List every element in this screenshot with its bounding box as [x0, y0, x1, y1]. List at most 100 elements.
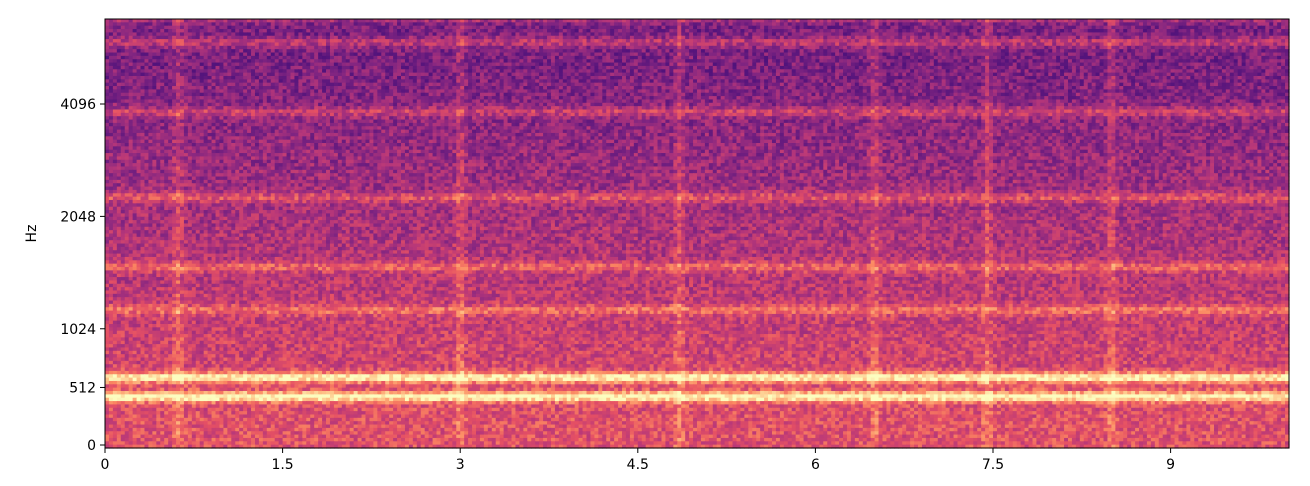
- heatmap-cell: [535, 29, 540, 33]
- heatmap-cell: [1190, 29, 1195, 33]
- heatmap-cell: [468, 29, 473, 33]
- heatmap-cell: [1206, 29, 1211, 33]
- heatmap-cell: [425, 29, 430, 33]
- heatmap-cell: [575, 29, 580, 33]
- heatmap-cell: [377, 29, 382, 33]
- heatmap-cell: [705, 29, 710, 33]
- heatmap-cell: [184, 29, 189, 33]
- heatmap-cell: [480, 29, 485, 33]
- heatmap-cell: [748, 29, 753, 33]
- heatmap-cell: [1250, 29, 1255, 33]
- heatmap-cell: [973, 29, 978, 33]
- heatmap-cell: [606, 29, 611, 33]
- heatmap-cell: [922, 29, 927, 33]
- heatmap-cell: [800, 29, 805, 33]
- heatmap-cell: [409, 29, 414, 33]
- heatmap-cell: [744, 29, 749, 33]
- heatmap-cell: [1139, 29, 1144, 33]
- heatmap-cell: [283, 29, 288, 33]
- heatmap-cell: [444, 29, 449, 33]
- heatmap-cell: [709, 29, 714, 33]
- heatmap-cell: [275, 29, 280, 33]
- heatmap-cell: [602, 29, 607, 33]
- heatmap-cell: [251, 29, 256, 33]
- heatmap-cell: [918, 29, 923, 33]
- heatmap-cell: [1107, 29, 1112, 33]
- heatmap-cell: [326, 29, 331, 33]
- heatmap-cell: [369, 29, 374, 33]
- heatmap-cell: [405, 29, 410, 33]
- heatmap-cell: [875, 29, 880, 33]
- heatmap-cell: [808, 29, 813, 33]
- heatmap-cell: [109, 29, 114, 33]
- heatmap-cell: [1072, 29, 1077, 33]
- heatmap-cell: [208, 29, 213, 33]
- heatmap-cell: [531, 29, 536, 33]
- heatmap-cell: [1273, 29, 1278, 33]
- heatmap-cell: [661, 29, 666, 33]
- heatmap-cell: [673, 29, 678, 33]
- heatmap-cell: [137, 29, 142, 33]
- heatmap-cell: [646, 29, 651, 33]
- heatmap-cell: [1257, 29, 1262, 33]
- heatmap-cell: [886, 29, 891, 33]
- heatmap-cell: [697, 29, 702, 33]
- heatmap-cell: [977, 29, 982, 33]
- heatmap-cell: [721, 29, 726, 33]
- heatmap-cell: [879, 29, 884, 33]
- heatmap-cell: [263, 29, 268, 33]
- heatmap-cell: [665, 29, 670, 33]
- heatmap-cell: [1202, 29, 1207, 33]
- heatmap-cell: [287, 29, 292, 33]
- heatmap-cell: [164, 29, 169, 33]
- heatmap-cell: [835, 29, 840, 33]
- heatmap-cell: [934, 29, 939, 33]
- heatmap-cell: [871, 29, 876, 33]
- heatmap-cell: [231, 29, 236, 33]
- heatmap-cell: [772, 29, 777, 33]
- heatmap-cell: [567, 29, 572, 33]
- heatmap-cell: [1186, 29, 1191, 33]
- heatmap-cell: [1009, 29, 1014, 33]
- heatmap-cell: [1178, 29, 1183, 33]
- heatmap-cell: [638, 29, 643, 33]
- heatmap-cell: [346, 29, 351, 33]
- heatmap-cell: [1246, 29, 1251, 33]
- heatmap-cell: [1238, 29, 1243, 33]
- heatmap-cell: [1096, 29, 1101, 33]
- heatmap-cell: [235, 29, 240, 33]
- heatmap-cell: [1064, 29, 1069, 33]
- heatmap-cell: [961, 29, 966, 33]
- heatmap-cell: [717, 29, 722, 33]
- heatmap-cell: [156, 29, 161, 33]
- heatmap-cell: [216, 29, 221, 33]
- heatmap-cell: [476, 29, 481, 33]
- heatmap-cell: [677, 29, 682, 33]
- heatmap-cell: [764, 29, 769, 33]
- heatmap-cell: [733, 29, 738, 33]
- heatmap-cell: [1040, 29, 1045, 33]
- heatmap-cell: [843, 29, 848, 33]
- heatmap-cell: [373, 29, 378, 33]
- heatmap-cell: [894, 29, 899, 33]
- heatmap-cell: [965, 29, 970, 33]
- heatmap-cell: [618, 29, 623, 33]
- heatmap-cell: [180, 29, 185, 33]
- heatmap-cell: [882, 29, 887, 33]
- heatmap-cell: [488, 29, 493, 33]
- heatmap-cell: [614, 29, 619, 33]
- heatmap-cell: [831, 29, 836, 33]
- heatmap-cell: [1084, 29, 1089, 33]
- heatmap-cell: [1013, 29, 1018, 33]
- heatmap-cell: [219, 29, 224, 33]
- heatmap-cell: [1167, 29, 1172, 33]
- heatmap-cell: [338, 29, 343, 33]
- heatmap-cell: [512, 29, 517, 33]
- heatmap-cell: [1076, 29, 1081, 33]
- heatmap-cell: [389, 29, 394, 33]
- heatmap-cell: [160, 29, 165, 33]
- heatmap-cell: [460, 29, 465, 33]
- heatmap-cell: [946, 29, 951, 33]
- heatmap-cell: [259, 29, 264, 33]
